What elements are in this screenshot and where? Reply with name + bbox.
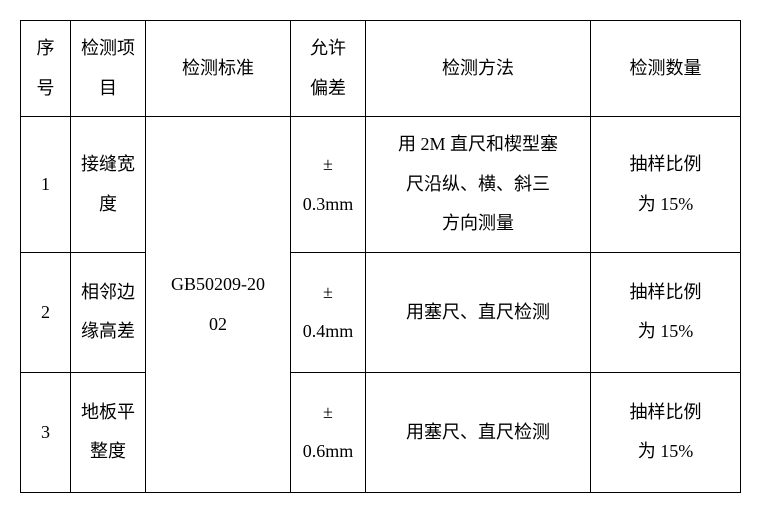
cell-method: 用塞尺、直尺检测	[366, 252, 591, 372]
cell-tolerance: ±0.3mm	[291, 117, 366, 253]
header-standard: 检测标准	[146, 21, 291, 117]
cell-method: 用塞尺、直尺检测	[366, 372, 591, 492]
cell-quantity: 抽样比例为 15%	[591, 252, 741, 372]
cell-quantity: 抽样比例为 15%	[591, 117, 741, 253]
cell-item: 相邻边缘高差	[71, 252, 146, 372]
table-row: 1 接缝宽度 GB50209-2002 ±0.3mm 用 2M 直尺和楔型塞尺沿…	[21, 117, 741, 253]
cell-quantity: 抽样比例为 15%	[591, 372, 741, 492]
inspection-table-container: 序号 检测项目 检测标准 允许偏差 检测方法 检测数量 1 接缝宽度 GB502…	[20, 20, 740, 493]
header-item: 检测项目	[71, 21, 146, 117]
cell-item: 接缝宽度	[71, 117, 146, 253]
cell-tolerance: ±0.6mm	[291, 372, 366, 492]
inspection-table: 序号 检测项目 检测标准 允许偏差 检测方法 检测数量 1 接缝宽度 GB502…	[20, 20, 741, 493]
table-header-row: 序号 检测项目 检测标准 允许偏差 检测方法 检测数量	[21, 21, 741, 117]
cell-method: 用 2M 直尺和楔型塞尺沿纵、横、斜三方向测量	[366, 117, 591, 253]
header-tolerance: 允许偏差	[291, 21, 366, 117]
cell-standard-merged: GB50209-2002	[146, 117, 291, 493]
cell-item: 地板平整度	[71, 372, 146, 492]
cell-tolerance: ±0.4mm	[291, 252, 366, 372]
cell-seq: 2	[21, 252, 71, 372]
cell-seq: 3	[21, 372, 71, 492]
header-seq: 序号	[21, 21, 71, 117]
header-method: 检测方法	[366, 21, 591, 117]
cell-seq: 1	[21, 117, 71, 253]
table-row: 3 地板平整度 ±0.6mm 用塞尺、直尺检测 抽样比例为 15%	[21, 372, 741, 492]
table-row: 2 相邻边缘高差 ±0.4mm 用塞尺、直尺检测 抽样比例为 15%	[21, 252, 741, 372]
header-quantity: 检测数量	[591, 21, 741, 117]
